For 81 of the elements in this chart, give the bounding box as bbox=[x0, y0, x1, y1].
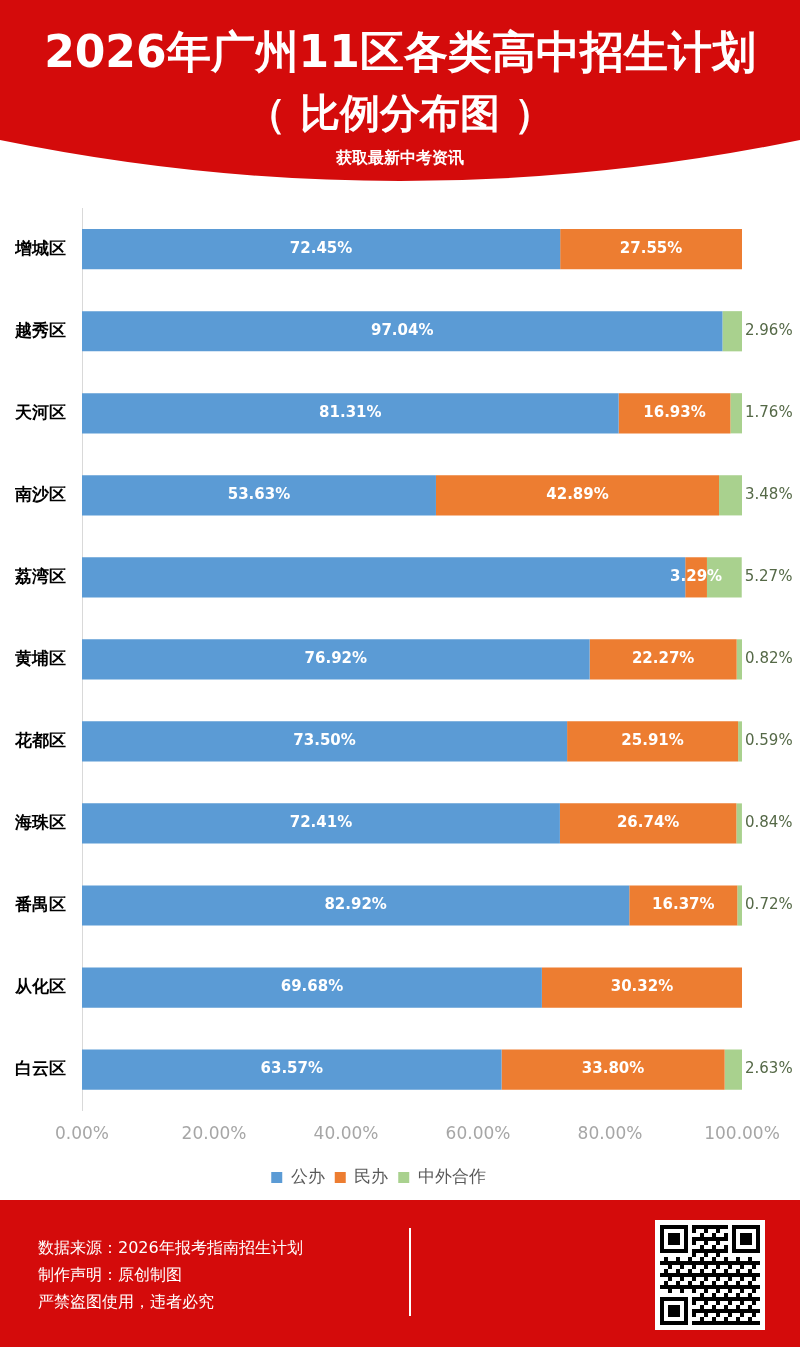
bar bbox=[589, 639, 737, 680]
legend-label: 公办 bbox=[290, 1165, 325, 1186]
data-label: 76.92% bbox=[304, 649, 368, 668]
y-tick-label: 白云区 bbox=[15, 1058, 66, 1078]
chart-subtitle: （ 比例分布图 ） bbox=[245, 89, 555, 138]
data-label: 97.04% bbox=[370, 321, 434, 340]
x-tick-label: 60.00% bbox=[445, 1123, 511, 1144]
data-label: 0.82% bbox=[745, 649, 793, 668]
bar bbox=[724, 1049, 742, 1090]
y-tick-label: 黄埔区 bbox=[14, 647, 66, 668]
y-tick-label: 花都区 bbox=[14, 729, 66, 750]
bar bbox=[737, 885, 742, 926]
data-label: 16.93% bbox=[643, 403, 706, 422]
data-label: 16.37% bbox=[652, 895, 715, 914]
bar bbox=[82, 885, 630, 926]
data-label: 53.63% bbox=[227, 485, 291, 504]
bar bbox=[82, 803, 560, 844]
data-label: 3.29% bbox=[670, 567, 723, 586]
bar bbox=[82, 393, 619, 434]
data-label: 2.96% bbox=[745, 321, 793, 340]
data-label: 3.48% bbox=[745, 485, 793, 504]
y-tick-label: 增城区 bbox=[14, 237, 66, 258]
bar bbox=[82, 1049, 502, 1090]
bar bbox=[560, 229, 742, 270]
source-note: 数据来源：2026年报考指南招生计划 bbox=[38, 1237, 303, 1259]
data-label: 0.72% bbox=[745, 895, 793, 914]
legend-label: 中外合作 bbox=[417, 1165, 486, 1186]
y-tick-label: 荔湾区 bbox=[14, 565, 66, 586]
bar bbox=[559, 803, 737, 844]
bar bbox=[738, 721, 742, 762]
bar bbox=[82, 475, 436, 516]
data-label: 25.91% bbox=[621, 731, 684, 750]
y-tick-label: 天河区 bbox=[14, 401, 66, 422]
data-label: 63.57% bbox=[260, 1059, 324, 1078]
chart-title: 2026年广州11区各类高中招生计划 bbox=[43, 25, 757, 79]
y-tick-label: 番禺区 bbox=[14, 893, 66, 914]
data-label: 30.32% bbox=[610, 977, 674, 996]
bar bbox=[435, 475, 720, 516]
y-tick-label: 海珠区 bbox=[14, 811, 66, 832]
legend-label: 民办 bbox=[354, 1165, 389, 1186]
text: 获取最新中考资讯 bbox=[335, 147, 465, 169]
data-label: 27.55% bbox=[619, 239, 683, 258]
data-label: 72.41% bbox=[289, 813, 353, 832]
data-label: 2.63% bbox=[745, 1059, 793, 1078]
data-label: 26.74% bbox=[616, 813, 680, 832]
bar bbox=[730, 393, 742, 434]
data-label: 22.27% bbox=[631, 649, 695, 668]
y-tick-label: 越秀区 bbox=[14, 319, 66, 340]
data-label: 69.68% bbox=[280, 977, 344, 996]
data-label: 73.50% bbox=[293, 731, 356, 750]
bar bbox=[541, 967, 742, 1008]
data-label: 0.59% bbox=[745, 731, 793, 750]
data-label: 5.27% bbox=[744, 567, 793, 586]
bar bbox=[82, 311, 723, 352]
bar bbox=[82, 639, 590, 680]
y-tick-label: 南沙区 bbox=[14, 483, 66, 504]
bar bbox=[567, 721, 739, 762]
data-label: 33.80% bbox=[581, 1059, 645, 1078]
y-tick-label: 从化区 bbox=[14, 975, 66, 996]
bar bbox=[82, 229, 561, 270]
data-label: 72.45% bbox=[289, 239, 353, 258]
bar bbox=[719, 475, 742, 516]
bar bbox=[501, 1049, 725, 1090]
bar bbox=[722, 311, 742, 352]
x-tick-label: 100.00% bbox=[704, 1123, 780, 1144]
bar bbox=[736, 803, 742, 844]
bar bbox=[82, 721, 568, 762]
x-tick-label: 80.00% bbox=[577, 1123, 643, 1144]
data-label: 82.92% bbox=[324, 895, 387, 914]
bar bbox=[736, 639, 742, 680]
data-label: 1.76% bbox=[745, 403, 793, 422]
bar bbox=[629, 885, 738, 926]
text: 制作声明：原创制图 bbox=[38, 1264, 183, 1286]
text: 严禁盗图使用，违者必究 bbox=[38, 1291, 215, 1313]
data-label: 42.89% bbox=[546, 485, 609, 504]
x-tick-label: 40.00% bbox=[313, 1123, 379, 1144]
data-label: 81.31% bbox=[319, 403, 382, 422]
x-tick-label: 0.00% bbox=[54, 1123, 110, 1144]
data-label: 0.84% bbox=[744, 813, 793, 832]
bar bbox=[82, 967, 542, 1008]
x-tick-label: 20.00% bbox=[181, 1123, 247, 1144]
